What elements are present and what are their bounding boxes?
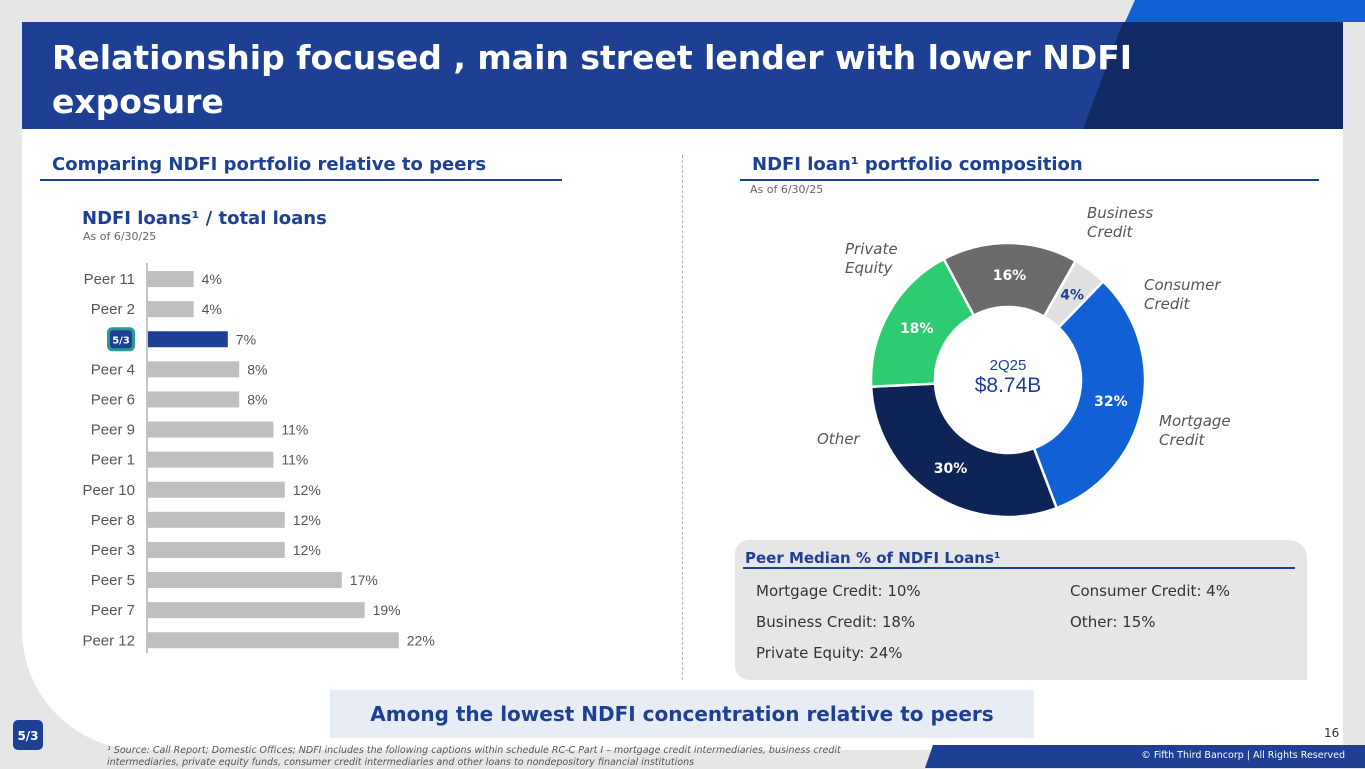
bar-category-label: Peer 7 [91, 602, 135, 619]
donut-slice-mortgage-credit [1032, 279, 1147, 510]
bar-chart-title: NDFI loans¹ / total loans [82, 208, 327, 229]
fifth-third-logo-icon: 5/3 [13, 720, 43, 750]
left-section-heading: Comparing NDFI portfolio relative to pee… [52, 154, 487, 175]
peer-median-other: Other: 15% [1070, 613, 1156, 631]
peer-median-private-equity: Private Equity: 24% [756, 644, 903, 662]
donut-slice-value-label: 30% [934, 461, 968, 477]
bar-category-label: Peer 9 [91, 422, 135, 439]
key-takeaway-callout: Among the lowest NDFI concentration rela… [330, 690, 1034, 738]
donut-slice-value-label: 4% [1060, 287, 1084, 303]
bar-peer-3 [148, 541, 285, 558]
corner-accent [1125, 0, 1365, 22]
bar-fifth-third [148, 331, 228, 348]
bar-peer-12 [148, 632, 399, 649]
svg-text:5/3: 5/3 [112, 335, 130, 346]
bar-peer-6 [148, 391, 240, 408]
donut-category-label: Business Credit [1087, 204, 1153, 241]
bar-chart-as-of: As of 6/30/25 [83, 230, 157, 243]
donut-category-label: Consumer Credit [1144, 276, 1221, 313]
logo-glyph: 5/3 [17, 729, 38, 743]
bar-category-label: Peer 8 [91, 512, 135, 529]
donut-slice-other [869, 382, 1059, 519]
bar-value-label: 4% [202, 301, 222, 317]
bar-category-label: Peer 2 [91, 301, 135, 318]
peer-median-rule [743, 567, 1295, 569]
bar-value-label: 8% [247, 361, 267, 377]
copyright-text: © Fifth Third Bancorp | All Rights Reser… [1141, 750, 1345, 761]
peer-median-consumer: Consumer Credit: 4% [1070, 582, 1230, 600]
donut-slice-private-equity [869, 257, 976, 389]
bar-category-label: Peer 12 [82, 632, 135, 649]
bar-peer-4 [148, 361, 240, 378]
page-title: Relationship focused , main street lende… [52, 38, 1133, 121]
bar-value-label: 8% [247, 391, 267, 407]
fifth-third-logo-icon: 5/3 [107, 327, 135, 352]
bar-value-label: 12% [293, 542, 321, 558]
title-bar: Relationship focused , main street lende… [22, 22, 1343, 129]
panel-divider [682, 155, 683, 680]
bar-peer-10 [148, 481, 285, 498]
donut-center-label: 2Q25 [990, 357, 1027, 374]
donut-slice-value-label: 18% [900, 321, 934, 337]
ndfi-donut-chart: 16% 4% 32% 30% 18% 2Q25 $8.74B Business Credi… [817, 204, 1231, 519]
bar-category-label: Peer 6 [91, 391, 135, 408]
bar-value-label: 17% [350, 572, 378, 588]
page-number: 16 [1324, 726, 1340, 740]
left-section-rule [40, 179, 562, 181]
donut-as-of: As of 6/30/25 [750, 183, 824, 196]
footnote: ¹ Source: Call Report; Domestic Offices;… [107, 745, 841, 768]
bar-category-label: Peer 1 [91, 452, 135, 469]
bar-category-label: Peer 11 [84, 271, 135, 288]
bar-peer-8 [148, 511, 285, 528]
footer-bar: © Fifth Third Bancorp | All Rights Reser… [925, 745, 1365, 768]
donut-center-value: $8.74B [975, 374, 1042, 397]
peer-median-business: Business Credit: 18% [756, 613, 916, 631]
bar-value-label: 19% [373, 602, 401, 618]
bar-peer-9 [148, 421, 274, 438]
ndfi-bar-chart: 4% Peer 11 4% Peer 2 7% 5/3 8% Peer 4 8% Peer 6 11… [82, 263, 435, 653]
right-section-rule [740, 179, 1319, 181]
bar-value-label: 11% [281, 422, 308, 438]
peer-median-title: Peer Median % of NDFI Loans¹ [745, 549, 1001, 567]
bar-value-label: 12% [293, 482, 321, 498]
title-bar-accent [1083, 22, 1343, 129]
peer-median-mortgage: Mortgage Credit: 10% [756, 582, 921, 600]
donut-category-label: Private Equity [845, 240, 898, 277]
bar-category-label: Peer 3 [91, 542, 135, 559]
donut-slice-value-label: 32% [1094, 394, 1128, 410]
bar-peer-5 [148, 572, 342, 589]
bar-value-label: 22% [407, 632, 435, 648]
bar-value-label: 11% [281, 452, 308, 468]
bar-peer-2 [148, 301, 194, 318]
donut-slice-value-label: 16% [993, 268, 1027, 284]
peer-median-panel: Peer Median % of NDFI Loans¹ Mortgage Cr… [735, 540, 1307, 680]
right-section-heading: NDFI loan¹ portfolio composition [752, 154, 1083, 175]
donut-category-label: Other [817, 430, 860, 448]
bar-value-label: 7% [236, 331, 256, 347]
svg-text:5/3: 5/3 [17, 729, 38, 743]
bar-category-label: Peer 5 [91, 572, 135, 589]
bar-peer-7 [148, 602, 365, 619]
bar-category-label: Peer 4 [91, 361, 135, 378]
bar-peer-11 [148, 271, 194, 288]
bar-peer-1 [148, 451, 274, 468]
bar-category-label: Peer 10 [82, 482, 135, 499]
donut-category-label: Mortgage Credit [1159, 412, 1231, 449]
bar-value-label: 12% [293, 512, 321, 528]
bar-value-label: 4% [202, 271, 222, 287]
